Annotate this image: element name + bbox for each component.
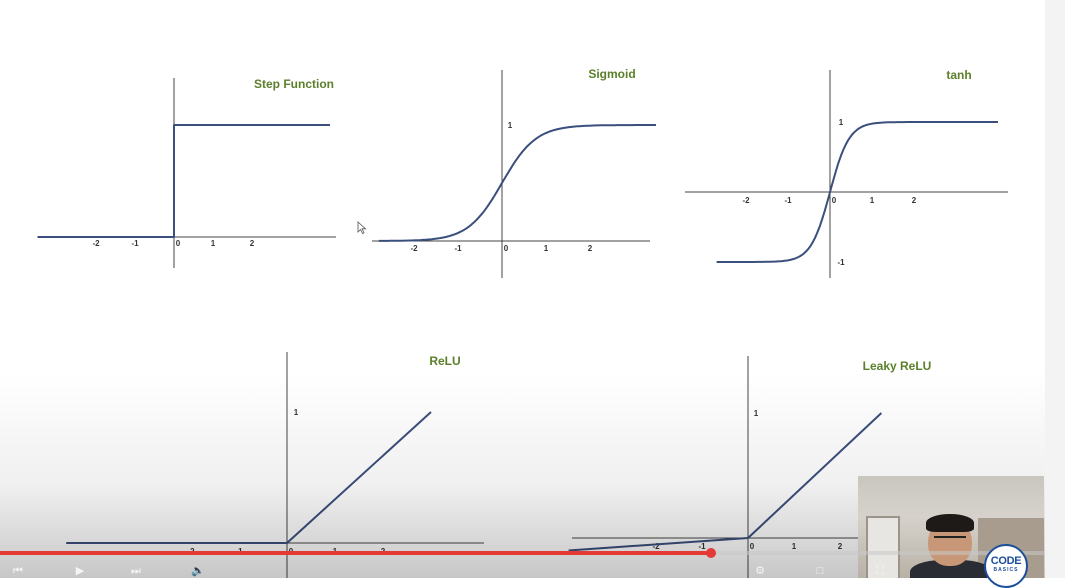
code-basics-logo: CODE BASICS [984,544,1028,588]
x-tick-label: 0 [176,239,181,248]
x-tick-label: -2 [92,239,100,248]
video-control-bar: ⏮ ▶ ⏭ 🔈 ⚙ □ ⛶ [0,565,1045,578]
series-line [716,121,998,263]
x-tick-label: -1 [784,196,792,205]
x-tick-label: -1 [698,542,706,551]
y-tick-label: 1 [508,121,513,130]
chart-title: Sigmoid [588,67,635,81]
volume-icon[interactable]: 🔈 [191,565,205,577]
x-tick-label: 1 [544,244,549,253]
x-tick-label: 2 [250,239,255,248]
x-tick-label: 1 [211,239,216,248]
x-tick-label: 2 [838,542,843,551]
series-line [378,124,656,242]
y-tick-label: 1 [294,408,299,417]
x-tick-label: 0 [750,542,755,551]
y-tick-label: 1 [754,409,759,418]
series-line [37,124,330,238]
video-progress-fill [0,551,711,555]
settings-icon[interactable]: ⚙ [755,565,765,577]
x-tick-label: -2 [742,196,750,205]
chart-title: Step Function [254,77,334,91]
mouse-cursor-icon [357,221,367,235]
x-tick-label: 1 [870,196,875,205]
chart-title: tanh [946,68,971,82]
y-tick-label: -1 [837,258,845,267]
series-line [66,411,432,544]
chart-title: Leaky ReLU [863,359,932,373]
webcam-door [866,516,900,578]
series-line [568,412,883,552]
webcam-presenter-hair [926,514,974,532]
x-tick-label: 2 [912,196,917,205]
video-progress-bar[interactable] [0,548,1045,558]
x-tick-label: 0 [832,196,837,205]
logo-main-text: CODE [990,555,1022,567]
webcam-presenter-glasses [934,536,966,544]
x-tick-label: -1 [131,239,139,248]
fullscreen-icon[interactable]: ⛶ [876,565,884,577]
chart-title: ReLU [429,354,460,368]
x-tick-label: -1 [454,244,462,253]
webcam-presenter-body [910,560,992,578]
x-tick-label: -2 [410,244,418,253]
player-edge [1045,0,1065,578]
logo-sub-text: BASICS [993,567,1019,573]
x-tick-label: 0 [504,244,509,253]
x-tick-label: -2 [652,542,660,551]
miniplayer-icon[interactable]: □ [816,565,824,577]
y-tick-label: 1 [839,118,844,127]
next-icon[interactable]: ⏭ [131,565,141,577]
x-tick-label: 1 [792,542,797,551]
previous-icon[interactable]: ⏮ [13,565,23,577]
play-icon[interactable]: ▶ [75,565,85,577]
video-scrubber-handle[interactable] [705,548,716,558]
x-tick-label: 2 [588,244,593,253]
